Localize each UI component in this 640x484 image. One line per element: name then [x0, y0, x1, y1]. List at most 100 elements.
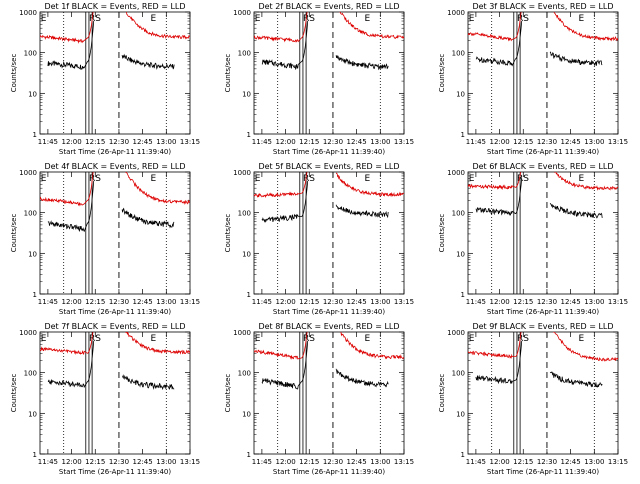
chart-title: Det 9f BLACK = Events, RED = LLD [472, 322, 613, 331]
x-tick-label: 12:00 [489, 298, 509, 306]
chart-title: Det 3f BLACK = Events, RED = LLD [472, 2, 613, 11]
y-tick-label: 10 [242, 250, 251, 258]
y-tick-label: 1 [247, 291, 251, 299]
y-axis-label: Counts/sec [10, 214, 18, 253]
y-tick-label: 100 [238, 370, 251, 378]
events-series-line [121, 207, 175, 229]
events-series-line [549, 51, 603, 67]
events-series-line [121, 374, 175, 391]
marker-e-right: E [151, 334, 157, 344]
x-tick-label: 13:15 [608, 298, 628, 306]
x-tick-label: 12:00 [275, 298, 295, 306]
x-axis-label: Start Time (26-Apr-11 11:39:40) [273, 308, 385, 316]
x-axis-label: Start Time (26-Apr-11 11:39:40) [487, 468, 599, 476]
x-tick-label: 13:15 [180, 298, 200, 306]
detector-chart-7: Det 7f BLACK = Events, RED = LLD 1 10 100 10… [10, 322, 200, 476]
plot-frame [467, 11, 619, 135]
chart-title: Det 7f BLACK = Events, RED = LLD [44, 322, 185, 331]
y-axis-label: Counts/sec [224, 374, 232, 413]
x-tick-label: 12:45 [561, 298, 581, 306]
lld-series-line [124, 172, 190, 205]
x-tick-label: 13:15 [608, 458, 628, 466]
x-tick-label: 12:15 [85, 458, 105, 466]
events-series-line [121, 53, 175, 70]
x-axis-label: Start Time (26-Apr-11 11:39:40) [273, 148, 385, 156]
y-tick-label: 10 [242, 90, 251, 98]
events-series-line [261, 180, 309, 223]
y-tick-label: 1000 [447, 9, 465, 17]
y-tick-label: 10 [242, 410, 251, 418]
x-tick-label: 12:45 [561, 138, 581, 146]
plot-data [40, 172, 190, 233]
x-tick-label: 12:15 [513, 458, 533, 466]
lld-series-line [552, 332, 618, 362]
marker-e-left: E [255, 14, 261, 24]
chart-title: Det 2f BLACK = Events, RED = LLD [258, 2, 399, 11]
marker-rs: RS [303, 14, 315, 24]
plot-data [254, 332, 404, 390]
x-tick-label: 12:45 [133, 298, 153, 306]
y-tick-label: 1 [247, 131, 251, 139]
events-series-line [47, 180, 95, 233]
marker-e-right: E [579, 334, 585, 344]
y-tick-label: 1000 [447, 169, 465, 177]
marker-e-right: E [365, 14, 371, 24]
plot-data [468, 332, 618, 388]
detector-chart-9: Det 9f BLACK = Events, RED = LLD 1 10 100 10… [438, 322, 628, 476]
marker-e-left: E [255, 334, 261, 344]
x-tick-label: 11:45 [38, 298, 58, 306]
x-axis-label: Start Time (26-Apr-11 11:39:40) [487, 148, 599, 156]
events-series-line [47, 340, 95, 389]
events-series-line [335, 204, 389, 219]
plot-data [468, 12, 618, 67]
x-axis-label: Start Time (26-Apr-11 11:39:40) [487, 308, 599, 316]
x-tick-label: 13:15 [180, 138, 200, 146]
x-tick-label: 12:30 [109, 138, 129, 146]
x-axis-label: Start Time (26-Apr-11 11:39:40) [59, 468, 171, 476]
detector-chart-3: Det 3f BLACK = Events, RED = LLD 1 10 100 10… [438, 2, 628, 156]
y-tick-label: 10 [456, 90, 465, 98]
x-tick-label: 12:45 [347, 138, 367, 146]
x-tick-label: 11:45 [252, 138, 272, 146]
marker-e-right: E [579, 174, 585, 184]
y-axis-label: Counts/sec [438, 374, 446, 413]
lld-series-line [124, 332, 190, 355]
x-tick-label: 12:30 [537, 458, 557, 466]
marker-e-left: E [41, 174, 47, 184]
marker-e-left: E [469, 174, 475, 184]
y-tick-label: 100 [452, 370, 465, 378]
lld-series-line [468, 12, 522, 42]
x-tick-label: 12:45 [347, 458, 367, 466]
x-tick-label: 13:15 [394, 138, 414, 146]
events-series-line [475, 20, 523, 67]
x-tick-label: 12:30 [537, 138, 557, 146]
events-series-line [549, 371, 603, 388]
events-series-line [549, 203, 603, 219]
x-tick-label: 12:15 [299, 458, 319, 466]
plot-data [254, 172, 404, 223]
marker-rs: RS [517, 14, 529, 24]
x-tick-label: 12:00 [61, 458, 81, 466]
y-tick-label: 100 [24, 50, 37, 58]
y-axis-label: Counts/sec [224, 214, 232, 253]
x-tick-label: 11:45 [252, 298, 272, 306]
x-tick-label: 12:00 [489, 138, 509, 146]
plot-frame [253, 331, 405, 455]
x-tick-label: 13:00 [584, 458, 604, 466]
events-series-line [47, 20, 95, 70]
x-tick-label: 12:15 [299, 138, 319, 146]
marker-e-right: E [365, 174, 371, 184]
x-tick-label: 12:30 [323, 138, 343, 146]
x-tick-label: 13:00 [156, 298, 176, 306]
y-tick-label: 100 [238, 50, 251, 58]
marker-rs: RS [517, 174, 529, 184]
chart-title: Det 4f BLACK = Events, RED = LLD [44, 162, 185, 171]
marker-rs: RS [89, 174, 101, 184]
events-series-line [335, 368, 389, 388]
y-tick-label: 100 [24, 210, 37, 218]
lld-series-line [340, 332, 404, 360]
marker-e-right: E [365, 334, 371, 344]
chart-title: Det 1f BLACK = Events, RED = LLD [44, 2, 185, 11]
events-series-line [475, 340, 523, 385]
x-tick-label: 12:00 [61, 298, 81, 306]
